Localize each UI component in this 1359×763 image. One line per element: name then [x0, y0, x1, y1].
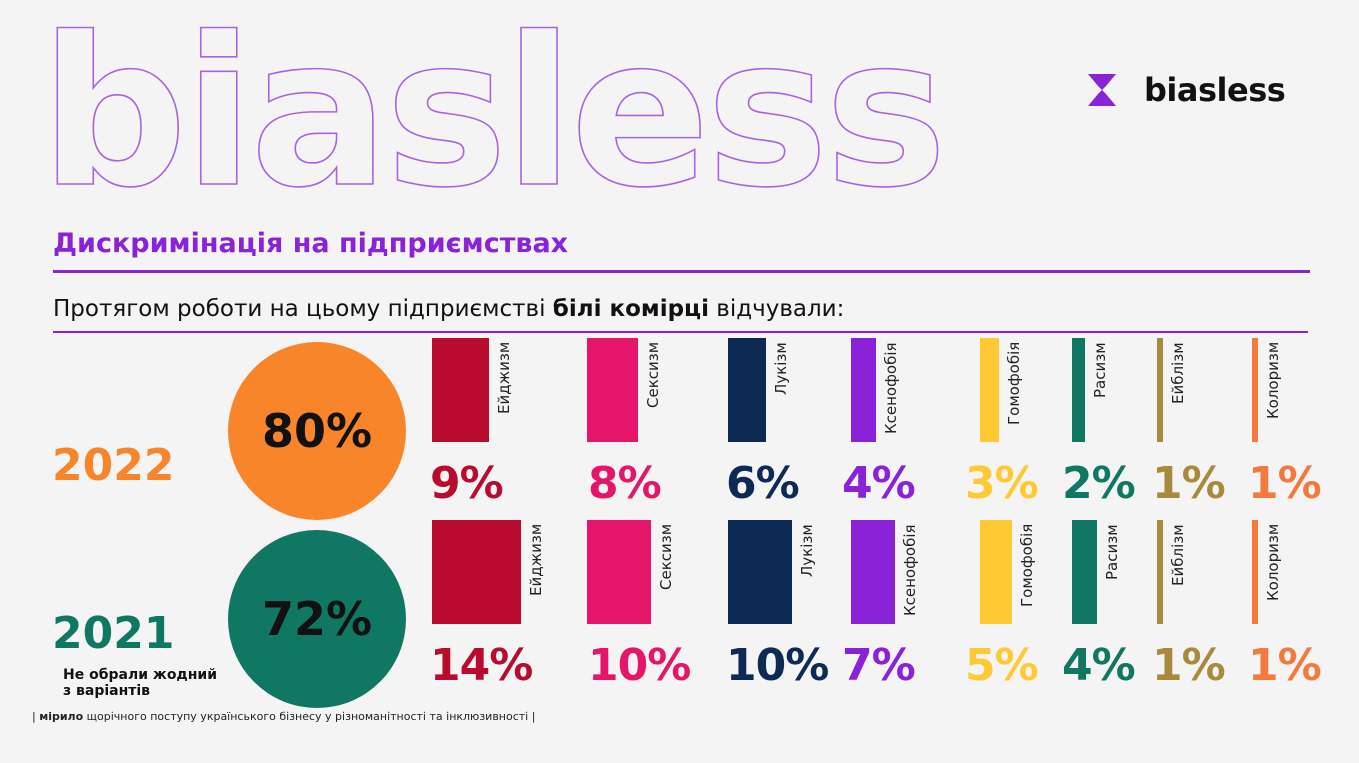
bar-label-2021-5: Гомофобія — [1017, 524, 1036, 608]
bar-label-2022-8: Колоризм — [1264, 342, 1283, 420]
subtitle-divider — [53, 331, 1308, 333]
year-label-2022: 2022 — [52, 440, 175, 491]
bar-2021-4 — [851, 520, 896, 624]
bar-value-2021-8: 1% — [1248, 640, 1322, 691]
bar-value-2021-3: 10% — [726, 640, 829, 691]
bar-2021-6 — [1072, 520, 1098, 624]
none-chosen-circle-2021: 72% — [228, 530, 406, 708]
page-title: Дискримінація на підприємствах — [53, 228, 569, 259]
bar-value-2021-1: 14% — [430, 640, 533, 691]
bar-label-2022-1: Ейджизм — [495, 342, 514, 415]
bar-value-2022-8: 1% — [1248, 458, 1322, 509]
subtitle-bold: білі комірці — [552, 296, 709, 322]
footer-text: щорічного поступу українського бізнесу у… — [83, 710, 532, 723]
subtitle-part2: відчували: — [708, 296, 845, 322]
bar-2022-6 — [1072, 338, 1085, 442]
big-wordmark-text: biasless — [40, 12, 943, 212]
none-chosen-circle-2022: 80% — [228, 342, 406, 520]
bar-label-2022-3: Лукізм — [772, 342, 791, 395]
logo-text: biasless — [1144, 71, 1286, 109]
bar-2021-8 — [1252, 520, 1259, 624]
bar-label-2022-7: Ейблізм — [1169, 342, 1188, 404]
bar-value-2022-7: 1% — [1152, 458, 1226, 509]
bar-value-2022-1: 9% — [430, 458, 504, 509]
bar-value-2022-5: 3% — [965, 458, 1039, 509]
bar-value-2022-6: 2% — [1062, 458, 1136, 509]
bar-2021-2 — [587, 520, 651, 624]
bar-2022-7 — [1157, 338, 1164, 442]
bar-label-2022-6: Расизм — [1090, 342, 1109, 398]
bar-label-2021-8: Колоризм — [1264, 524, 1283, 602]
bar-2021-7 — [1157, 520, 1164, 624]
subtitle: Протягом роботи на цьому підприємстві бі… — [53, 296, 844, 322]
bar-label-2022-2: Сексизм — [643, 342, 662, 409]
bar-2022-3 — [728, 338, 767, 442]
bar-2021-5 — [980, 520, 1012, 624]
bar-label-2021-2: Сексизм — [656, 524, 675, 591]
footer: | мірило щорічного поступу українського … — [32, 710, 536, 723]
bar-value-2021-2: 10% — [588, 640, 691, 691]
bar-label-2022-4: Ксенофобія — [882, 342, 901, 434]
bar-value-2021-7: 1% — [1152, 640, 1226, 691]
bar-2022-8 — [1252, 338, 1259, 442]
hourglass-logo-icon — [1088, 74, 1116, 106]
bar-value-2021-6: 4% — [1062, 640, 1136, 691]
bar-2022-1 — [432, 338, 490, 442]
bar-value-2022-3: 6% — [726, 458, 800, 509]
none-chosen-label: Не обрали жодний з варіантів — [63, 667, 218, 699]
year-label-2021: 2021 — [52, 608, 175, 659]
subtitle-part1: Протягом роботи на цьому підприємстві — [53, 296, 553, 322]
bar-label-2021-7: Ейблізм — [1169, 524, 1188, 586]
bar-label-2021-4: Ксенофобія — [901, 524, 920, 616]
big-outlined-wordmark: biasless — [40, 12, 948, 212]
bar-2022-4 — [851, 338, 877, 442]
title-divider — [53, 270, 1310, 273]
bar-label-2022-5: Гомофобія — [1005, 342, 1024, 426]
bar-2021-3 — [728, 520, 792, 624]
footer-bold: мірило — [39, 710, 84, 723]
bar-value-2021-5: 5% — [965, 640, 1039, 691]
bar-label-2021-6: Расизм — [1103, 524, 1122, 580]
brand-logo: biasless — [1088, 70, 1286, 110]
bar-value-2021-4: 7% — [842, 640, 916, 691]
bar-2022-2 — [587, 338, 638, 442]
bar-2022-5 — [980, 338, 1000, 442]
bar-label-2021-3: Лукізм — [797, 524, 816, 577]
bar-value-2022-2: 8% — [588, 458, 662, 509]
bar-value-2022-4: 4% — [842, 458, 916, 509]
bar-label-2021-1: Ейджизм — [526, 524, 545, 597]
bar-2021-1 — [432, 520, 521, 624]
